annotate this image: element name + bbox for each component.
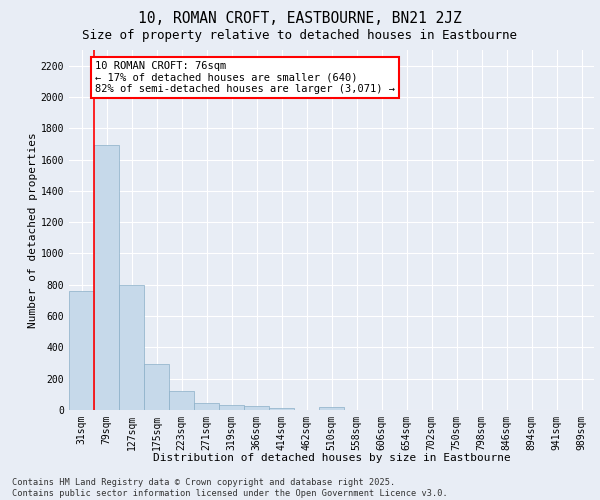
Text: 10 ROMAN CROFT: 76sqm
← 17% of detached houses are smaller (640)
82% of semi-det: 10 ROMAN CROFT: 76sqm ← 17% of detached … (95, 61, 395, 94)
Bar (94, 146, 119, 410)
Bar (169, 391, 194, 410)
Text: Size of property relative to detached houses in Eastbourne: Size of property relative to detached ho… (83, 29, 517, 42)
Y-axis label: Number of detached properties: Number of detached properties (28, 132, 38, 328)
Bar (69, 291, 94, 410)
Bar (144, 364, 169, 410)
Bar (194, 404, 219, 410)
Bar (244, 406, 269, 410)
X-axis label: Distribution of detached houses by size in Eastbourne: Distribution of detached houses by size … (152, 453, 511, 463)
Text: 10, ROMAN CROFT, EASTBOURNE, BN21 2JZ: 10, ROMAN CROFT, EASTBOURNE, BN21 2JZ (138, 11, 462, 26)
Bar (119, 285, 144, 410)
Text: Contains HM Land Registry data © Crown copyright and database right 2025.
Contai: Contains HM Land Registry data © Crown c… (12, 478, 448, 498)
Bar (219, 406, 244, 410)
Bar (269, 408, 294, 410)
Bar (319, 407, 344, 410)
